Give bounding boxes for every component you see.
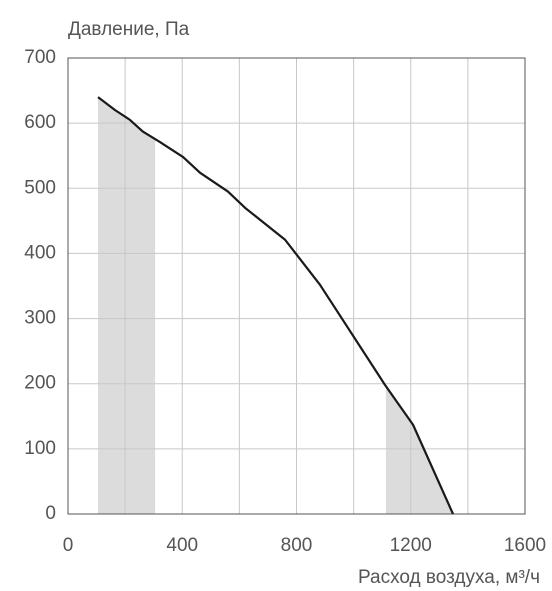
y-tick-label: 600 <box>24 112 56 133</box>
y-tick-label: 200 <box>24 373 56 394</box>
x-tick-label: 1600 <box>504 535 546 556</box>
shaded-region <box>97 97 156 514</box>
y-tick-label: 400 <box>24 242 56 263</box>
y-tick-label: 300 <box>24 308 56 329</box>
y-tick-label: 100 <box>24 438 56 459</box>
x-tick-label: 800 <box>281 535 313 556</box>
plot-frame <box>67 57 526 515</box>
y-tick-label: 500 <box>24 177 56 198</box>
x-tick-label: 0 <box>63 535 74 556</box>
x-tick-label: 1200 <box>390 535 432 556</box>
curve <box>97 96 455 515</box>
shaded-region <box>385 386 454 514</box>
x-tick-label: 400 <box>166 535 198 556</box>
x-axis-title: Расход воздуха, м³/ч <box>358 567 540 588</box>
y-tick-label: 700 <box>24 47 56 68</box>
y-axis-title: Давление, Па <box>68 19 190 40</box>
y-tick-label: 0 <box>45 503 56 524</box>
